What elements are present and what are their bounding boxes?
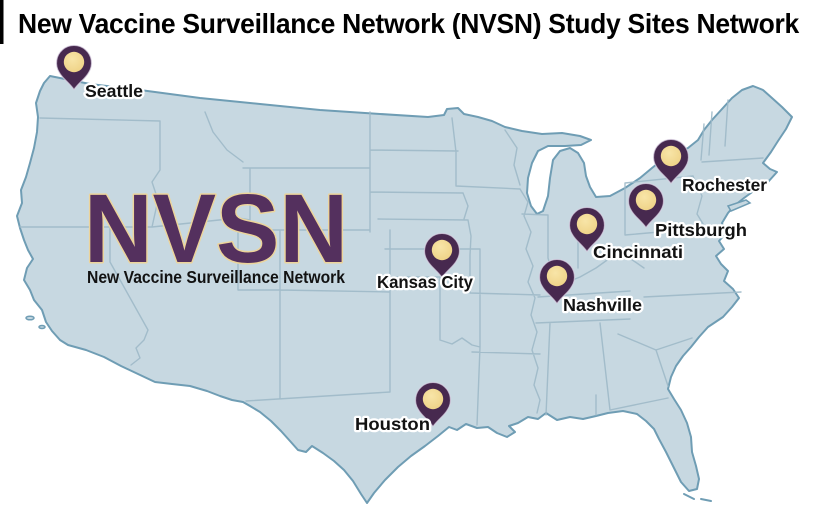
city-label-rochester: Rochester	[682, 175, 767, 195]
pin-center-dot	[63, 51, 85, 73]
city-label-cincinnati: Cincinnati	[593, 242, 683, 262]
pin-center-dot	[660, 145, 682, 167]
map-pin-rochester[interactable]	[652, 138, 690, 185]
map-pin-nashville[interactable]	[538, 258, 576, 305]
screenshot-edge-artifact	[0, 0, 4, 44]
state-borders	[19, 99, 764, 426]
nvsn-logo: NVSN	[84, 174, 348, 283]
map-pin-seattle[interactable]	[55, 44, 93, 91]
pin-center-dot	[546, 265, 568, 287]
map-pin-kansas-city[interactable]	[423, 232, 461, 279]
map-pin-pittsburgh[interactable]	[627, 182, 665, 229]
city-label-kansas-city: Kansas City	[377, 272, 473, 292]
pin-center-dot	[431, 239, 453, 261]
us-map-outline	[16, 75, 793, 504]
pin-center-dot	[635, 189, 657, 211]
map-pin-houston[interactable]	[414, 381, 452, 428]
channel-island	[25, 315, 35, 321]
pin-center-dot	[422, 388, 444, 410]
sites-layer: Seattle Kansas City Houston Nashville Cincin…	[55, 44, 769, 436]
city-label-pittsburgh: Pittsburgh	[655, 220, 747, 240]
florida-keys	[683, 493, 712, 502]
city-label-seattle: Seattle	[85, 81, 143, 101]
city-label-nashville: Nashville	[563, 295, 642, 315]
map-pin-cincinnati[interactable]	[568, 206, 606, 253]
nvsn-logo-tagline: New Vaccine Surveillance Network	[87, 267, 345, 287]
pin-center-dot	[576, 213, 598, 235]
page-title: New Vaccine Surveillance Network (NVSN) …	[18, 8, 800, 39]
channel-island	[38, 324, 46, 330]
long-island	[726, 199, 752, 212]
city-label-houston: Houston	[355, 414, 430, 434]
